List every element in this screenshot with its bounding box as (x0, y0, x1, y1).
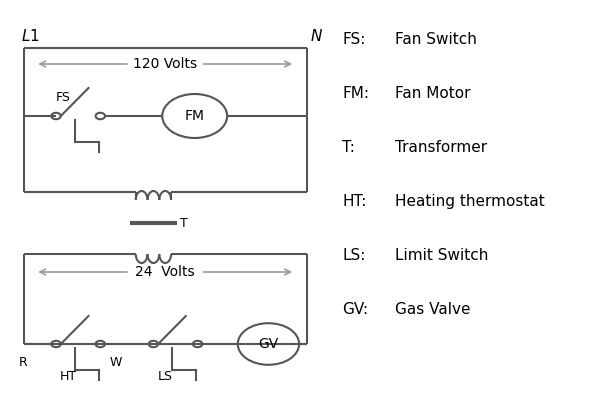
Text: GV:: GV: (342, 302, 368, 317)
Text: FM: FM (185, 109, 205, 123)
Text: R: R (19, 356, 28, 369)
Text: FM:: FM: (342, 86, 369, 101)
Text: LS:: LS: (342, 248, 366, 263)
Text: T: T (180, 217, 188, 230)
Text: HT:: HT: (342, 194, 366, 209)
Text: T:: T: (342, 140, 355, 155)
Text: Gas Valve: Gas Valve (395, 302, 471, 317)
Text: $\mathit{L1}$: $\mathit{L1}$ (21, 28, 40, 44)
Text: $\mathit{N}$: $\mathit{N}$ (310, 28, 323, 44)
Text: 120 Volts: 120 Volts (133, 57, 197, 71)
Text: Transformer: Transformer (395, 140, 487, 155)
Text: Fan Switch: Fan Switch (395, 32, 477, 47)
Text: W: W (109, 356, 122, 369)
Text: FS:: FS: (342, 32, 366, 47)
Text: GV: GV (258, 337, 278, 351)
Text: FS: FS (56, 91, 71, 104)
Text: HT: HT (59, 370, 77, 383)
Text: LS: LS (158, 370, 173, 383)
Text: 24  Volts: 24 Volts (135, 265, 195, 279)
Text: Heating thermostat: Heating thermostat (395, 194, 545, 209)
Text: Fan Motor: Fan Motor (395, 86, 471, 101)
Text: Limit Switch: Limit Switch (395, 248, 489, 263)
